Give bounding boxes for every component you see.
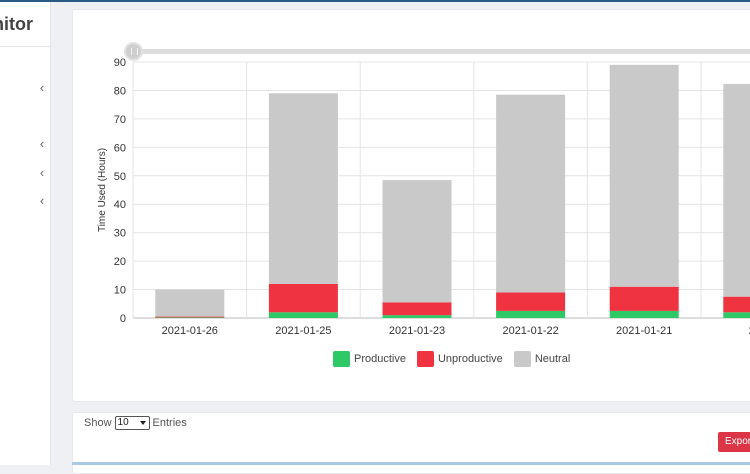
legend-item-productive[interactable]: Productive — [333, 351, 406, 367]
sidebar-expand-chevron-icon[interactable]: ‹ — [39, 136, 45, 151]
y-tick-label: 10 — [114, 285, 126, 297]
sidebar: nitor ‹ ‹ ‹ ‹ — [0, 2, 51, 465]
bar-segment-productive — [382, 315, 452, 318]
legend-swatch-unproductive — [416, 351, 434, 367]
y-tick-label: 20 — [114, 256, 126, 268]
bar-segment-unproductive — [723, 296, 750, 313]
y-tick-label: 70 — [114, 114, 126, 126]
y-tick-label: 0 — [120, 313, 126, 325]
legend-label: Unproductive — [437, 353, 503, 365]
y-tick-label: 80 — [114, 85, 126, 97]
x-tick-label: 2021-01-26 — [162, 325, 218, 337]
bottom-accent-line — [72, 462, 750, 465]
app-title: nitor — [0, 14, 33, 34]
bar-segment-unproductive — [155, 316, 225, 318]
bar-segment-neutral — [155, 289, 225, 317]
bar-segment-productive — [268, 312, 338, 318]
x-tick-label: 2021-01-22 — [502, 325, 558, 337]
legend-label: Productive — [354, 353, 406, 365]
date-range-slider-handle[interactable] — [124, 42, 143, 61]
x-tick-label: 202 — [749, 325, 750, 337]
export-button[interactable]: Export — [718, 432, 750, 452]
bar-segment-productive — [155, 317, 225, 318]
bar-segment-neutral — [609, 64, 679, 287]
legend-item-neutral[interactable]: Neutral — [513, 351, 571, 367]
entries-select[interactable]: 10 — [114, 416, 150, 430]
legend-label: Neutral — [534, 353, 571, 365]
show-label: Show — [84, 417, 112, 429]
bar-segment-productive — [723, 312, 750, 318]
app-brand: nitor — [0, 2, 50, 47]
bar-segment-neutral — [382, 180, 452, 303]
sidebar-expand-chevron-icon[interactable]: ‹ — [39, 165, 45, 180]
legend-item-unproductive[interactable]: Unproductive — [416, 351, 503, 367]
date-range-slider-track[interactable] — [130, 49, 750, 54]
bar-segment-neutral — [496, 94, 566, 293]
top-accent-line — [0, 0, 750, 2]
x-tick-label: 2021-01-23 — [389, 325, 445, 337]
sidebar-expand-chevron-icon[interactable]: ‹ — [39, 80, 45, 95]
x-tick-label: 2021-01-21 — [616, 325, 672, 337]
bar-segment-neutral — [723, 83, 750, 297]
y-axis-label: Time Used (Hours) — [97, 148, 108, 232]
entries-label: Entries — [152, 417, 187, 429]
y-tick-label: 50 — [114, 171, 126, 183]
bar-segment-productive — [496, 310, 566, 318]
bar-segment-unproductive — [268, 283, 338, 313]
bar-segment-productive — [609, 310, 679, 318]
y-tick-label: 40 — [114, 199, 126, 211]
bar-segment-unproductive — [382, 302, 452, 316]
y-tick-label: 30 — [114, 228, 126, 240]
x-tick-label: 2021-01-25 — [275, 325, 331, 337]
entries-length-control: Show 10 Entries — [84, 416, 187, 430]
legend-swatch-productive — [333, 351, 350, 367]
legend-swatch-neutral — [513, 351, 531, 367]
y-tick-label: 90 — [114, 57, 126, 69]
bar-segment-unproductive — [609, 286, 679, 311]
bar-segment-unproductive — [496, 292, 566, 311]
chart-legend: Productive Unproductive Neutral — [333, 350, 581, 368]
sidebar-expand-chevron-icon[interactable]: ‹ — [39, 193, 45, 208]
bar-segment-neutral — [268, 93, 338, 284]
y-tick-label: 60 — [114, 142, 126, 154]
